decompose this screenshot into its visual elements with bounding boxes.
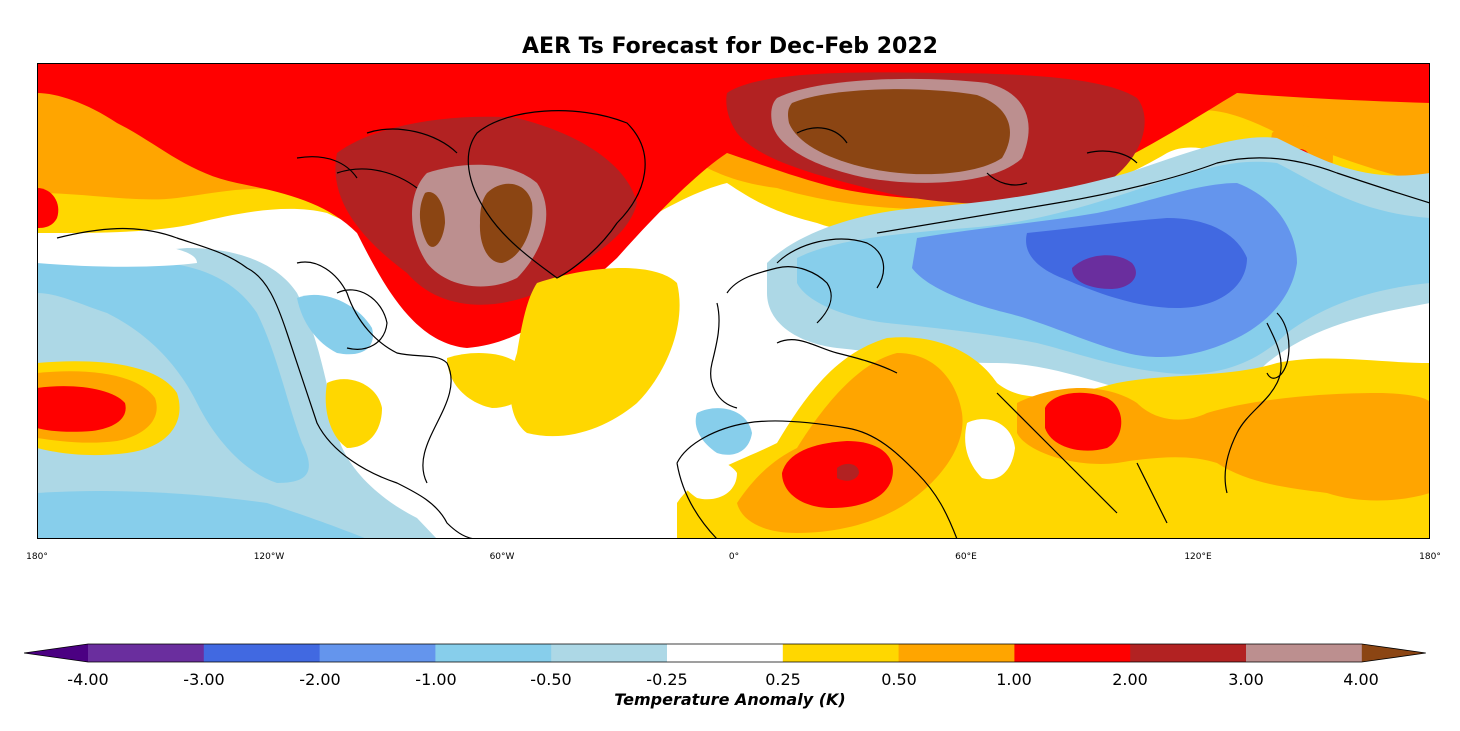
- greenland-brown-west: [419, 192, 445, 247]
- colorbar-tick-label: -3.00: [183, 670, 225, 689]
- colorbar-segment: [782, 644, 900, 662]
- colorbar-tick-label: -1.00: [415, 670, 457, 689]
- coastline-hudson-bay: [336, 289, 388, 350]
- mediterranean-skyblue: [695, 408, 752, 455]
- colorbar-tick-label: -4.00: [67, 670, 109, 689]
- lon-tick-label: 60°W: [489, 552, 515, 562]
- colorbar-segment: [319, 644, 436, 662]
- colorbar-segment: [898, 644, 1015, 662]
- colorbar-tick-label: 0.50: [881, 670, 917, 689]
- colorbar-tick-label: -0.50: [530, 670, 572, 689]
- colorbar: [24, 643, 1426, 663]
- eurasia-purple-core: [1072, 255, 1136, 289]
- coastline-africa: [676, 420, 958, 539]
- lon-tick-label: 60°E: [955, 552, 977, 562]
- bering-white-gap: [37, 233, 197, 267]
- coastline-north-america: [56, 227, 478, 539]
- atlantic-yellow-coast: [447, 353, 528, 408]
- colorbar-tick-label: 4.00: [1343, 670, 1379, 689]
- north-africa-white: [676, 457, 737, 500]
- colorbar-tick-label: 3.00: [1228, 670, 1264, 689]
- lon-tick-label: 0°: [728, 552, 740, 562]
- pacific-skyblue-south: [37, 491, 367, 539]
- coastline-scandinavia: [776, 238, 885, 289]
- anomaly-map-svg: [37, 63, 1430, 539]
- colorbar-segment: [1130, 644, 1247, 662]
- map-title: AER Ts Forecast for Dec-Feb 2022: [522, 34, 938, 59]
- lon-tick-label: 120°W: [253, 552, 285, 562]
- colorbar-segment: [551, 644, 668, 662]
- anomaly-map: [37, 63, 1430, 539]
- colorbar-tick-label: -0.25: [646, 670, 688, 689]
- colorbar-tick-label: 0.25: [765, 670, 801, 689]
- eurasia-royalblue: [1026, 218, 1247, 308]
- pacific-red: [37, 386, 126, 432]
- colorbar-tick-label: -2.00: [299, 670, 341, 689]
- coastline-japan: [1266, 312, 1290, 379]
- kara-brown: [788, 89, 1010, 175]
- tibet-red: [1045, 392, 1122, 451]
- colorbar-underflow-arrow: [24, 644, 88, 662]
- coastline-europe: [710, 266, 898, 409]
- colorbar-tick-label: 1.00: [996, 670, 1032, 689]
- coastline-greenland: [467, 110, 646, 279]
- west-edge-red: [37, 188, 59, 228]
- colorbar-segment: [435, 644, 552, 662]
- coastline-asia: [876, 157, 1430, 524]
- coastlines: [56, 110, 1430, 539]
- colorbar-segment: [667, 644, 784, 662]
- africa-darkred-core: [837, 463, 859, 481]
- colorbar-segment: [88, 644, 205, 662]
- coastline-kara-islands: [796, 127, 1138, 186]
- colorbar-segment: [1246, 644, 1363, 662]
- lon-tick-label: 180°: [26, 552, 48, 562]
- colorbar-tick-label: 2.00: [1112, 670, 1148, 689]
- colorbar-outline: [24, 643, 1426, 663]
- atlantic-yellow-west: [325, 379, 382, 448]
- atlantic-yellow: [510, 268, 680, 437]
- greenland-brown-east: [479, 183, 533, 263]
- colorbar-segment: [1014, 644, 1131, 662]
- colorbar-overflow-arrow: [1361, 644, 1426, 662]
- colorbar-title: Temperature Anomaly (K): [614, 690, 846, 709]
- india-white: [965, 419, 1015, 480]
- namerica-skyblue: [37, 260, 309, 483]
- lon-tick-label: 120°E: [1184, 552, 1212, 562]
- lon-tick-label: 180°: [1419, 552, 1441, 562]
- coastline-canadian-arctic: [296, 128, 458, 189]
- colorbar-segment: [203, 644, 321, 662]
